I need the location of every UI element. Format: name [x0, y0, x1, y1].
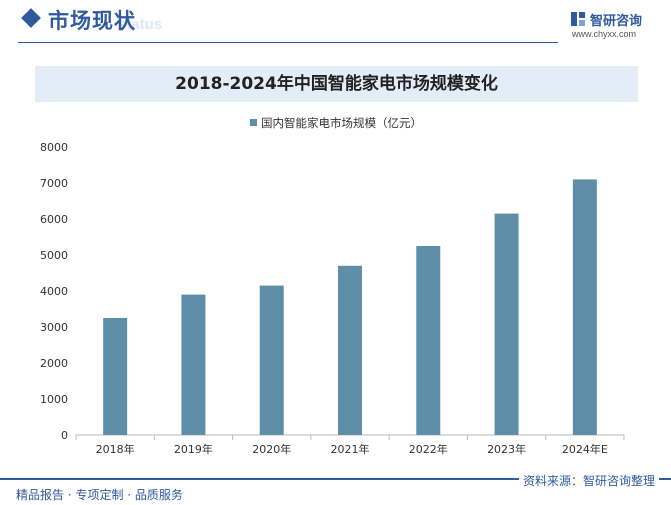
source-note: 资料来源：智研咨询整理 [518, 472, 659, 489]
x-tick-label: 2021年 [331, 442, 370, 456]
bar [494, 213, 519, 435]
bar [338, 265, 362, 435]
footer-slogan: 精品报告 · 专项定制 · 品质服务 [16, 488, 183, 502]
x-tick-label: 2022年 [409, 442, 448, 456]
bar-chart: 0 1000 2000 3000 4000 5000 6000 7000 8000 2018年 20… [40, 116, 625, 456]
header: status 市场现状 智研咨询 www.chyxx.com [0, 0, 671, 44]
legend-swatch [250, 119, 257, 126]
y-tick-label: 7000 [40, 177, 68, 190]
brand-name: 智研咨询 [590, 14, 643, 29]
section-subtitle-en: status [118, 16, 163, 33]
bar [103, 318, 128, 435]
y-tick-label: 6000 [40, 213, 68, 226]
bar [259, 285, 284, 435]
y-tick-label: 2000 [40, 357, 68, 370]
x-tick-label: 2018年 [96, 442, 135, 456]
y-tick-label: 4000 [40, 285, 68, 298]
y-tick-label: 5000 [40, 249, 68, 262]
section-title: 市场现状 [48, 9, 136, 33]
chart-title: 2018-2024年中国智能家电市场规模变化 [175, 74, 498, 94]
bar [181, 294, 206, 435]
x-tick-label: 2024年E [562, 442, 608, 456]
footer-divider [0, 478, 671, 480]
brand: 智研咨询 www.chyxx.com [570, 10, 666, 46]
x-tick-label: 2020年 [252, 442, 291, 456]
x-tick-label: 2019年 [174, 442, 213, 456]
bar [572, 179, 597, 435]
y-tick-label: 8000 [40, 141, 68, 154]
brand-url: www.chyxx.com [572, 29, 637, 39]
y-tick-label: 0 [61, 429, 68, 442]
legend-label: 国内智能家电市场规模（亿元） [261, 116, 422, 130]
bar [416, 246, 441, 435]
x-tick-label: 2023年 [487, 442, 526, 456]
y-tick-label: 3000 [40, 321, 68, 334]
chart-title-bar: 2018-2024年中国智能家电市场规模变化 [35, 66, 638, 102]
y-tick-label: 1000 [40, 393, 68, 406]
header-divider [18, 42, 558, 43]
brand-logo-icon [571, 12, 585, 26]
